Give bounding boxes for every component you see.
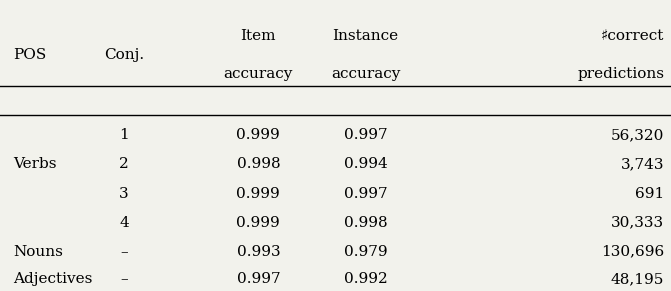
Text: Conj.: Conj. (104, 48, 144, 62)
Text: accuracy: accuracy (223, 67, 293, 81)
Text: 4: 4 (119, 216, 129, 230)
Text: 0.998: 0.998 (236, 157, 280, 171)
Text: 0.994: 0.994 (344, 157, 388, 171)
Text: 30,333: 30,333 (611, 216, 664, 230)
Text: 2: 2 (119, 157, 129, 171)
Text: 0.997: 0.997 (344, 128, 388, 142)
Text: 3,743: 3,743 (621, 157, 664, 171)
Text: 3: 3 (119, 187, 129, 200)
Text: 0.997: 0.997 (344, 187, 388, 200)
Text: predictions: predictions (577, 67, 664, 81)
Text: Verbs: Verbs (13, 157, 57, 171)
Text: 130,696: 130,696 (601, 245, 664, 259)
Text: –: – (120, 245, 128, 259)
Text: 48,195: 48,195 (611, 272, 664, 286)
Text: ♯correct: ♯correct (601, 29, 664, 43)
Text: 691: 691 (635, 187, 664, 200)
Text: 0.993: 0.993 (236, 245, 280, 259)
Text: accuracy: accuracy (331, 67, 401, 81)
Text: 0.999: 0.999 (236, 216, 280, 230)
Text: 0.979: 0.979 (344, 245, 388, 259)
Text: 0.999: 0.999 (236, 128, 280, 142)
Text: Nouns: Nouns (13, 245, 63, 259)
Text: POS: POS (13, 48, 47, 62)
Text: –: – (120, 272, 128, 286)
Text: Adjectives: Adjectives (13, 272, 93, 286)
Text: Instance: Instance (333, 29, 399, 43)
Text: Item: Item (241, 29, 276, 43)
Text: 0.998: 0.998 (344, 216, 388, 230)
Text: 0.997: 0.997 (236, 272, 280, 286)
Text: 1: 1 (119, 128, 129, 142)
Text: 0.999: 0.999 (236, 187, 280, 200)
Text: 56,320: 56,320 (611, 128, 664, 142)
Text: 0.992: 0.992 (344, 272, 388, 286)
